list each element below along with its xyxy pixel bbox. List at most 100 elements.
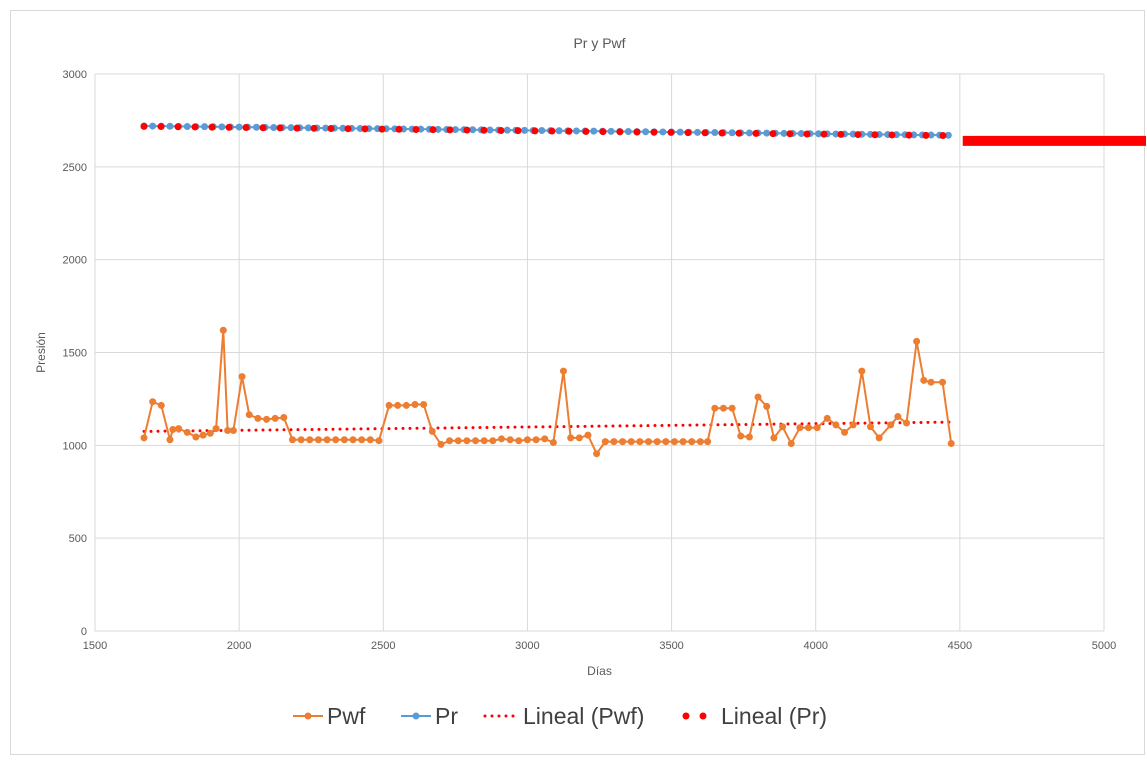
data-point-pwf <box>157 401 165 409</box>
x-tick-label: 4000 <box>803 640 827 652</box>
data-point-pwf <box>192 433 200 441</box>
data-point-pwf <box>245 411 253 419</box>
data-point-pr <box>607 127 615 135</box>
data-point-pwf <box>394 401 402 409</box>
data-point-pr <box>572 127 580 135</box>
data-point-pwf <box>728 404 736 412</box>
legend-marker-pwf <box>304 712 312 720</box>
data-point-pwf <box>219 326 227 334</box>
data-point-pr <box>287 124 295 132</box>
data-point-pr <box>590 127 598 135</box>
data-point-pwf <box>662 438 670 446</box>
data-point-pwf <box>206 429 214 437</box>
data-point-pwf <box>575 434 583 442</box>
data-point-pr <box>252 123 260 131</box>
data-point-pwf <box>314 436 322 444</box>
legend-label-trend-pwf: Lineal (Pwf) <box>523 703 644 729</box>
data-point-pwf <box>841 428 849 436</box>
data-point-pwf <box>913 337 921 345</box>
data-point-pwf <box>358 436 366 444</box>
data-point-pr <box>149 122 157 130</box>
data-point-pr <box>815 130 823 138</box>
data-point-pwf <box>297 436 305 444</box>
data-point-pwf <box>770 434 778 442</box>
data-point-pwf <box>653 438 661 446</box>
data-point-pwf <box>541 435 549 443</box>
data-point-pwf <box>149 398 157 406</box>
data-point-pwf <box>446 437 454 445</box>
data-point-pwf <box>480 437 488 445</box>
data-point-pr <box>339 124 347 132</box>
data-point-pwf <box>166 436 174 444</box>
trendline-pwf <box>142 420 953 433</box>
x-tick-label: 2000 <box>227 640 251 652</box>
data-point-pr <box>642 128 650 136</box>
data-point-pwf <box>823 414 831 422</box>
y-tick-label: 500 <box>69 533 87 545</box>
x-axis-title: Días <box>587 664 612 678</box>
data-point-pwf <box>532 436 540 444</box>
data-point-pwf <box>927 378 935 386</box>
data-point-pr <box>304 124 312 132</box>
data-point-pr <box>694 128 702 136</box>
data-point-pr <box>797 130 805 138</box>
data-point-pwf <box>523 436 531 444</box>
data-point-pwf <box>939 378 947 386</box>
data-point-pr <box>434 125 442 133</box>
data-point-pwf <box>238 373 246 381</box>
data-point-pwf <box>271 414 279 422</box>
data-point-pwf <box>559 367 567 375</box>
data-point-pwf <box>340 436 348 444</box>
data-point-pwf <box>688 438 696 446</box>
data-point-pr <box>676 128 684 136</box>
data-point-pwf <box>472 437 480 445</box>
data-point-pwf <box>169 426 177 434</box>
legend-marker-pr <box>412 712 420 720</box>
data-point-pwf <box>711 404 719 412</box>
data-point-pr <box>486 126 494 134</box>
y-tick-label: 2000 <box>63 255 87 267</box>
data-point-pr <box>218 123 226 131</box>
data-point-pwf <box>375 437 383 445</box>
data-point-pr <box>201 123 209 131</box>
data-point-pr <box>944 131 952 139</box>
data-point-pr <box>624 128 632 136</box>
data-point-pwf <box>288 436 296 444</box>
data-point-pr <box>832 130 840 138</box>
data-point-pr <box>451 126 459 134</box>
data-point-pwf <box>754 393 762 401</box>
data-point-pwf <box>306 436 314 444</box>
legend-label-pwf: Pwf <box>327 703 366 729</box>
data-point-pr <box>728 129 736 137</box>
data-point-pwf <box>593 450 601 458</box>
data-point-pwf <box>497 435 505 443</box>
chart-canvas: 0 500 1000 1500 2000 2500 3000 1500 2000 2500 3000… <box>34 35 1146 729</box>
data-point-pwf <box>636 438 644 446</box>
data-point-pwf <box>796 424 804 432</box>
legend-label-pr: Pr <box>435 703 458 729</box>
data-point-pwf <box>866 423 874 431</box>
data-point-pwf <box>385 401 393 409</box>
data-point-pwf <box>332 436 340 444</box>
x-tick-label: 3000 <box>515 640 539 652</box>
data-point-pwf <box>428 427 436 435</box>
y-tick-label: 0 <box>81 626 87 638</box>
data-point-pwf <box>805 424 813 432</box>
data-point-pr <box>927 131 935 139</box>
x-tick-label: 1500 <box>83 640 107 652</box>
data-point-pwf <box>704 438 712 446</box>
data-point-pwf <box>763 402 771 410</box>
data-point-pwf <box>402 401 410 409</box>
data-point-pwf <box>280 413 288 421</box>
x-tick-label: 3500 <box>659 640 683 652</box>
data-point-pwf <box>584 431 592 439</box>
data-point-pr <box>711 129 719 137</box>
data-point-pwf <box>779 423 787 431</box>
y-tick-label: 3000 <box>63 69 87 81</box>
data-point-pwf <box>894 413 902 421</box>
x-tick-label: 4500 <box>948 640 972 652</box>
data-point-pr <box>538 127 546 135</box>
y-tick-label: 1500 <box>63 348 87 360</box>
data-point-pwf <box>627 438 635 446</box>
data-point-pwf <box>349 436 357 444</box>
